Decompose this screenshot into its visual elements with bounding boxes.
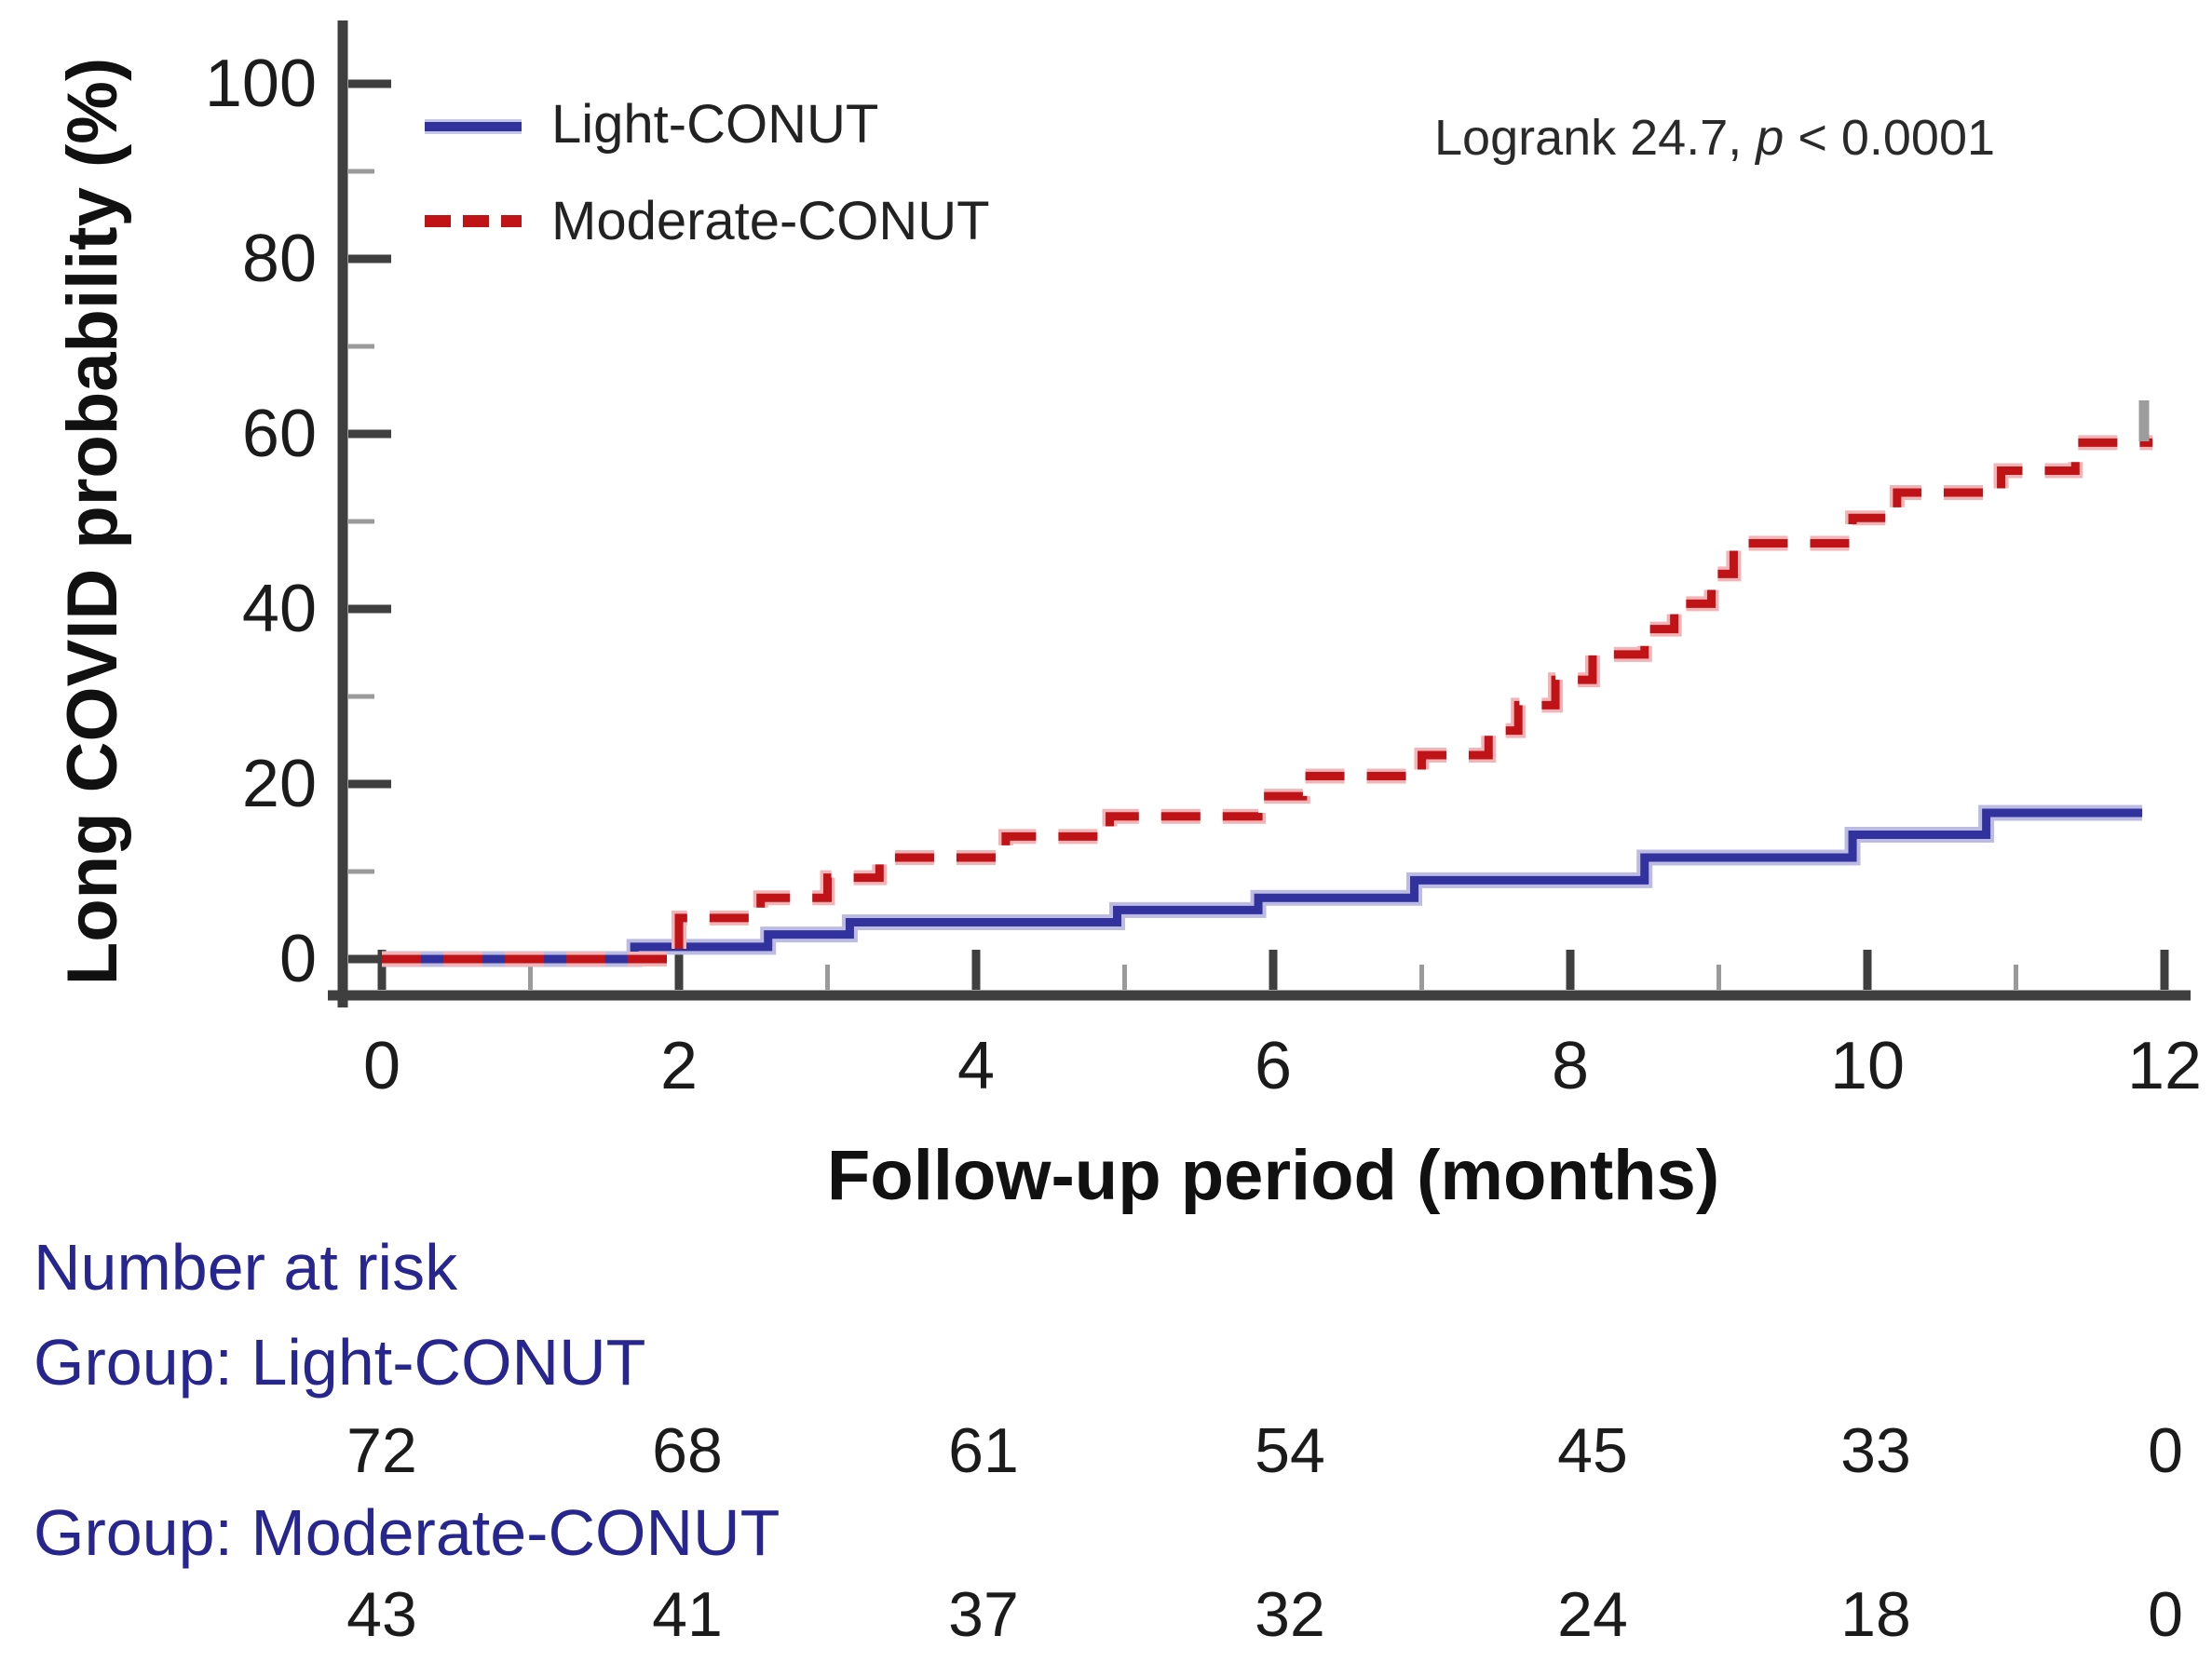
risk-value-light-m4: 61: [948, 1415, 1019, 1486]
y-tick-label-0: 0: [278, 922, 317, 996]
logrank-text-after: < 0.0001: [1784, 110, 1996, 166]
logrank-p-symbol: p: [1756, 110, 1785, 166]
risk-value-moderate-m0: 43: [346, 1579, 417, 1650]
moderate-conut-curve: [382, 438, 2153, 964]
y-tick-label-60: 60: [241, 397, 317, 471]
risk-value-moderate-m2: 41: [652, 1579, 723, 1650]
x-axis-ticks: [377, 950, 2169, 990]
risk-group-light-label: Group: Light-CONUT: [34, 1326, 646, 1399]
x-tick-label-8: 8: [1551, 1029, 1590, 1103]
risk-value-light-m12: 0: [2148, 1415, 2183, 1486]
risk-value-light-m10: 33: [1840, 1415, 1911, 1486]
moderate-conut-curve-halo: [382, 435, 2153, 966]
logrank-text-before: Logrank 24.7,: [1434, 110, 1757, 166]
y-axis-ticks: [348, 79, 391, 964]
legend-label-moderate-conut: Moderate-CONUT: [551, 191, 990, 251]
risk-value-moderate-m6: 32: [1255, 1579, 1325, 1650]
legend-line-moderate-conut: [425, 215, 522, 227]
risk-value-light-m8: 45: [1557, 1415, 1628, 1486]
x-tick-label-4: 4: [957, 1029, 996, 1103]
logrank-annotation: Logrank 24.7, p < 0.0001: [1434, 101, 2207, 175]
x-tick-label-0: 0: [362, 1029, 401, 1103]
risk-table-title: Number at risk: [34, 1231, 458, 1304]
legend-label-light-conut: Light-CONUT: [551, 94, 879, 155]
legend-line-light-conut: [425, 119, 522, 134]
risk-value-light-m6: 54: [1255, 1415, 1325, 1486]
risk-value-light-m0: 72: [346, 1415, 417, 1486]
risk-value-moderate-m4: 37: [948, 1579, 1019, 1650]
y-tick-label-100: 100: [204, 47, 317, 121]
y-tick-label-20: 20: [241, 747, 317, 821]
x-tick-label-12: 12: [2126, 1029, 2203, 1103]
risk-value-moderate-m8: 24: [1557, 1579, 1628, 1650]
x-axis-title: Follow-up period (months): [826, 1136, 1720, 1215]
y-axis-title: Long COVID probability (%): [53, 57, 132, 986]
risk-group-moderate-label: Group: Moderate-CONUT: [34, 1496, 780, 1569]
risk-value-moderate-m12: 0: [2148, 1579, 2183, 1650]
y-tick-label-40: 40: [241, 572, 317, 646]
light-conut-curve: [382, 808, 2143, 964]
x-tick-label-6: 6: [1254, 1029, 1293, 1103]
y-tick-label-80: 80: [241, 222, 317, 296]
risk-value-moderate-m10: 18: [1840, 1579, 1911, 1650]
x-tick-label-2: 2: [659, 1029, 699, 1103]
risk-value-light-m2: 68: [652, 1415, 723, 1486]
x-tick-label-10: 10: [1829, 1029, 1906, 1103]
